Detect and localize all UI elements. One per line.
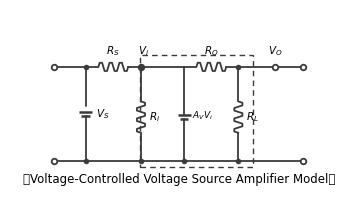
Text: $R_L$: $R_L$: [246, 110, 259, 124]
Text: $V_S$: $V_S$: [96, 107, 109, 121]
Text: $V_i$: $V_i$: [138, 44, 149, 58]
Text: $R_i$: $R_i$: [149, 110, 160, 124]
Text: 【Voltage-Controlled Voltage Source Amplifier Model】: 【Voltage-Controlled Voltage Source Ampli…: [23, 173, 335, 186]
Text: $V_O$: $V_O$: [268, 44, 282, 58]
Bar: [140, 55, 253, 167]
Text: $R_O$: $R_O$: [204, 44, 218, 58]
Text: $R_S$: $R_S$: [106, 44, 120, 58]
Text: $A_V V_i$: $A_V V_i$: [192, 109, 214, 122]
